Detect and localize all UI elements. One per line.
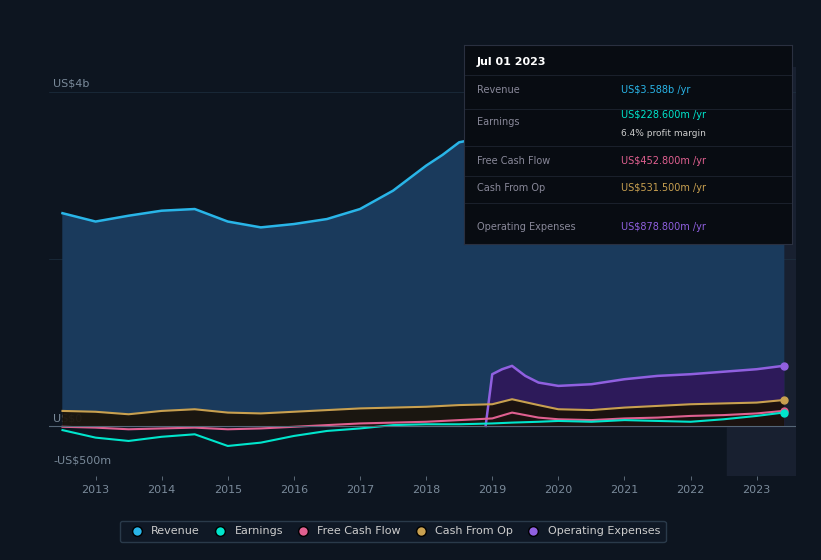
- Bar: [727, 67, 796, 476]
- Text: Jul 01 2023: Jul 01 2023: [477, 57, 547, 67]
- Legend: Revenue, Earnings, Free Cash Flow, Cash From Op, Operating Expenses: Revenue, Earnings, Free Cash Flow, Cash …: [120, 521, 666, 542]
- Text: US$531.500m /yr: US$531.500m /yr: [621, 183, 707, 193]
- Text: US$3.588b /yr: US$3.588b /yr: [621, 85, 691, 95]
- Text: US$228.600m /yr: US$228.600m /yr: [621, 110, 707, 120]
- Text: US$452.800m /yr: US$452.800m /yr: [621, 156, 707, 166]
- Text: US$0: US$0: [53, 414, 82, 424]
- Text: Free Cash Flow: Free Cash Flow: [477, 156, 550, 166]
- Text: US$4b: US$4b: [53, 78, 89, 88]
- Text: -US$500m: -US$500m: [53, 456, 111, 465]
- Text: 6.4% profit margin: 6.4% profit margin: [621, 129, 706, 138]
- Text: Revenue: Revenue: [477, 85, 520, 95]
- Text: Cash From Op: Cash From Op: [477, 183, 545, 193]
- Text: US$878.800m /yr: US$878.800m /yr: [621, 222, 706, 232]
- Text: Earnings: Earnings: [477, 117, 520, 127]
- Text: Operating Expenses: Operating Expenses: [477, 222, 576, 232]
